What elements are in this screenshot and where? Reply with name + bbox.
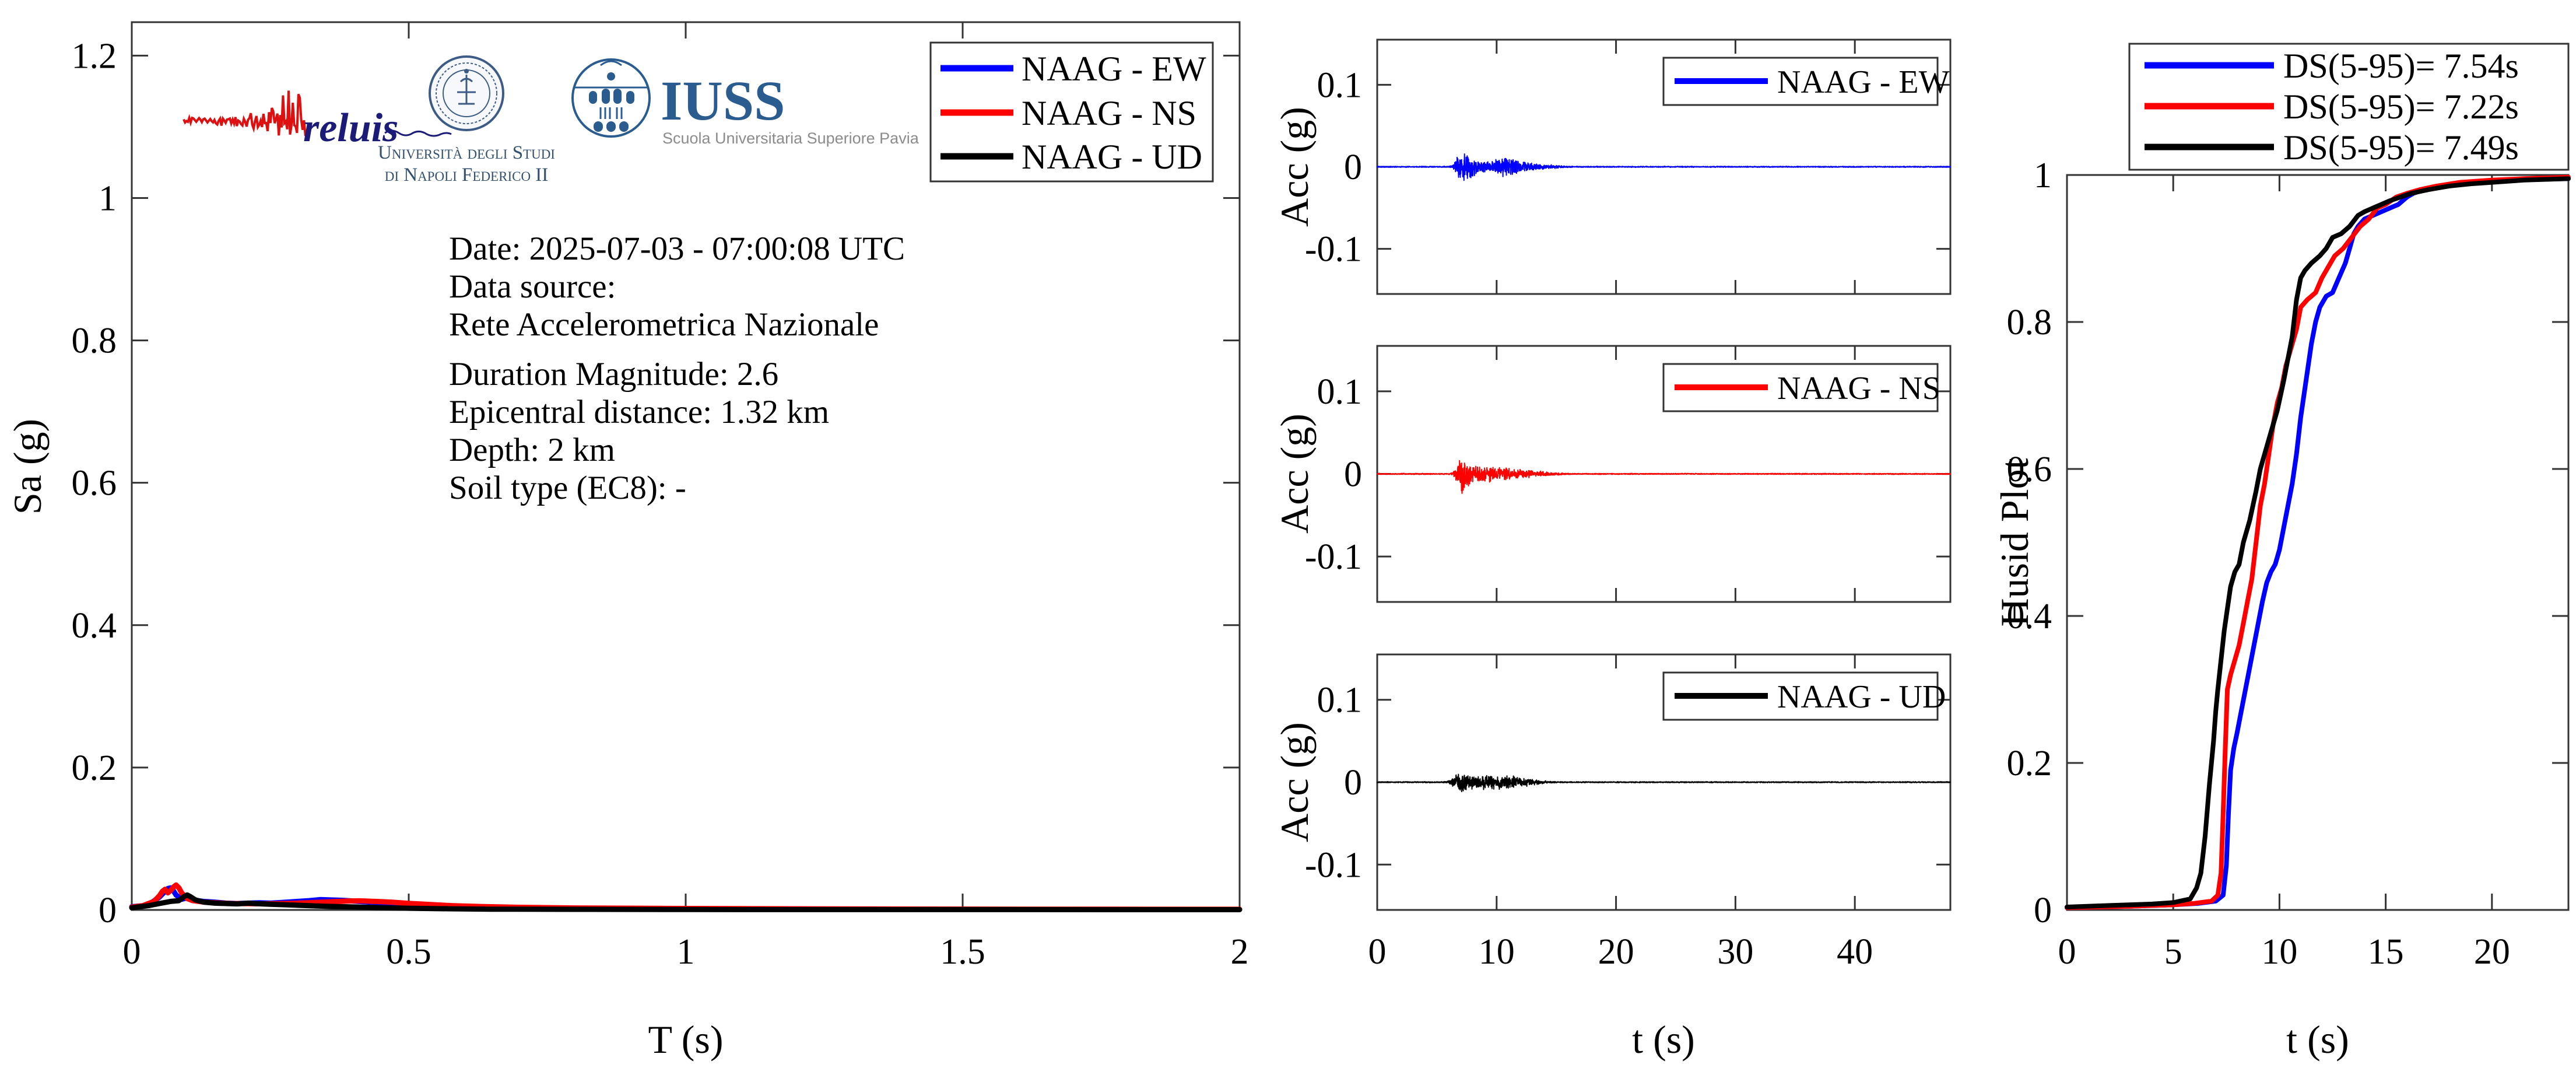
event-info-block: Date: 2025-07-03 - 07:00:08 UTC Data sou… <box>449 230 905 506</box>
acc-ns-legend: NAAG - NS <box>1662 363 1940 412</box>
y-tick-label: 0.1 <box>1317 65 1363 105</box>
y-tick-label: 0 <box>1344 455 1362 495</box>
y-tick-label: 0.4 <box>2007 597 2052 636</box>
accelerogram-ns-curve-0 <box>1377 460 1951 494</box>
y-tick-label: -0.1 <box>1305 230 1362 269</box>
y-tick-label: 0.1 <box>1317 372 1363 412</box>
x-tick-label: 20 <box>1598 932 1634 972</box>
x-tick-label: 1 <box>677 932 695 972</box>
acc-ns-y-axis-label: Acc (g) <box>1272 414 1317 534</box>
x-tick-label: 40 <box>1837 932 1873 972</box>
spectrum-y-axis-label: Sa (g) <box>5 419 50 514</box>
response-spectrum-curve-2 <box>129 892 1243 912</box>
acc-ud-legend: NAAG - UD <box>1662 671 1946 721</box>
info-depth: Depth: 2 km <box>449 432 615 468</box>
reluis-logo: reluis <box>183 90 452 150</box>
x-tick-label: 0 <box>123 932 141 972</box>
y-tick-label: 0.4 <box>72 606 117 646</box>
legend-label-ew: NAAG - EW <box>1022 50 1206 88</box>
y-tick-label: 1 <box>2034 156 2052 195</box>
y-tick-label: 1 <box>99 178 117 218</box>
x-tick-label: 2 <box>1231 932 1249 972</box>
x-tick-label: 1.5 <box>940 932 985 972</box>
x-tick-label: 10 <box>1479 932 1515 972</box>
x-tick-label: 5 <box>2164 932 2182 972</box>
acc-ew-legend-label: NAAG - EW <box>1777 64 1950 100</box>
husid-plot-curve-1 <box>2065 174 2571 911</box>
y-tick-label: 0.6 <box>72 464 117 503</box>
x-tick-label: 10 <box>2261 932 2297 972</box>
info-date: Date: 2025-07-03 - 07:00:08 UTC <box>449 230 905 267</box>
iuss-subtitle: Scuola Universitaria Superiore Pavia <box>662 129 920 147</box>
x-tick-label: 30 <box>1717 932 1753 972</box>
y-tick-label: 0.2 <box>72 748 117 788</box>
reluis-seismogram-icon <box>183 90 307 136</box>
legend-label-ud: NAAG - UD <box>1022 138 1202 176</box>
acc-ew-y-axis-label: Acc (g) <box>1272 107 1317 227</box>
husid-plot-curve-2 <box>2065 176 2571 909</box>
accelerogram-ud-panel: 0 10 20 30 40 -0.1 0 0.1 <box>1305 653 1952 972</box>
x-tick-label: 15 <box>2368 932 2404 972</box>
unina-name-line1: Università degli Studi <box>378 142 555 163</box>
acc-ns-legend-label: NAAG - NS <box>1777 370 1940 407</box>
y-tick-label: 0.6 <box>2007 450 2052 489</box>
y-tick-label: 0 <box>2034 891 2052 930</box>
iuss-logo: IUSS Scuola Universitaria Superiore Pavi… <box>571 58 920 147</box>
iuss-wordmark: IUSS <box>661 69 785 132</box>
info-magnitude: Duration Magnitude: 2.6 <box>449 356 778 393</box>
x-tick-label: 0 <box>1368 932 1387 972</box>
husid-x-axis-label: t (s) <box>2286 1017 2349 1062</box>
husid-legend-label-ns: DS(5-95)= 7.22s <box>2283 87 2519 126</box>
acc-ud-legend-label: NAAG - UD <box>1777 679 1946 715</box>
x-tick-label: 20 <box>2474 932 2510 972</box>
info-soil-type: Soil type (EC8): - <box>449 470 686 506</box>
acc-ud-y-axis-label: Acc (g) <box>1272 722 1317 842</box>
y-tick-label: -0.1 <box>1305 537 1362 577</box>
y-tick-label: 0 <box>99 891 117 930</box>
y-tick-label: -0.1 <box>1305 845 1362 885</box>
husid-plot-panel: 0 5 10 15 20 0 0.2 0.4 0.6 0.8 1 <box>2007 156 2571 972</box>
husid-legend-label-ud: DS(5-95)= 7.49s <box>2283 128 2519 167</box>
plot-box <box>2066 174 2570 911</box>
y-tick-label: 0.8 <box>2007 303 2052 342</box>
y-tick-label: 0.2 <box>2007 744 2052 783</box>
legend-label-ns: NAAG - NS <box>1022 94 1196 132</box>
husid-plot-curve-0 <box>2065 176 2571 911</box>
unina-logo: Università degli Studi di Napoli Federic… <box>378 55 555 185</box>
y-tick-label: 1.2 <box>72 36 117 76</box>
acc-x-axis-label: t (s) <box>1632 1017 1695 1062</box>
spectrum-x-axis-label: T (s) <box>648 1017 723 1062</box>
husid-y-axis-label: Husid Plot <box>1992 458 2037 626</box>
husid-legend: DS(5-95)= 7.54s DS(5-95)= 7.22s DS(5-95)… <box>2128 43 2570 171</box>
unina-name-line2: di Napoli Federico II <box>385 164 549 185</box>
y-tick-label: 0.8 <box>72 321 117 361</box>
acc-ud-legend-box <box>1662 671 1939 721</box>
iuss-emblem-icon <box>571 58 651 138</box>
y-tick-label: 0.1 <box>1317 681 1363 720</box>
husid-legend-label-ew: DS(5-95)= 7.54s <box>2283 47 2519 85</box>
accelerogram-ud-curve-0 <box>1377 773 1951 793</box>
reluis-tail-line <box>384 129 452 137</box>
x-tick-label: 0 <box>2058 932 2076 972</box>
accelerogram-ew-panel: -0.1 0 0.1 <box>1305 38 1952 295</box>
acc-ew-legend: NAAG - EW <box>1662 57 1950 106</box>
info-data-source: Data source: <box>449 268 616 305</box>
accelerogram-ns-panel: -0.1 0 0.1 <box>1305 345 1952 603</box>
spectrum-legend: NAAG - EW NAAG - NS NAAG - UD <box>929 41 1214 183</box>
accelerogram-ew-curve-0 <box>1377 153 1951 181</box>
reluis-wordmark: reluis <box>303 106 398 150</box>
info-epicentral-distance: Epicentral distance: 1.32 km <box>449 394 829 430</box>
response-spectrum-panel: 0 0.5 1 1.5 2 0 0.2 0.4 0.6 0.8 1 1.2 <box>72 21 1249 972</box>
x-tick-label: 0.5 <box>386 932 431 972</box>
y-tick-label: 0 <box>1344 763 1362 803</box>
y-tick-label: 0 <box>1344 148 1362 187</box>
unina-seal-icon <box>429 55 504 131</box>
info-network: Rete Accelerometrica Nazionale <box>449 306 879 343</box>
